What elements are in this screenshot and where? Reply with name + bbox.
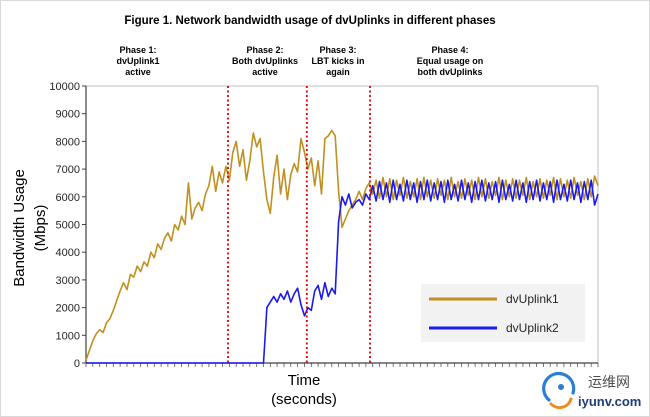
y-tick-label: 3000 — [56, 275, 80, 287]
y-tick-label: 4000 — [56, 247, 80, 259]
x-axis-label: Time (seconds) — [271, 372, 337, 408]
phase-2-label: Phase 2: Both dvUplinks active — [232, 45, 298, 77]
chart-title: Figure 1. Network bandwidth usage of dvU… — [124, 15, 495, 27]
y-tick-label: 6000 — [56, 192, 80, 204]
y-axis-label-line-1: Bandwidth Usage — [11, 169, 28, 287]
watermark-logo-orange-arc — [549, 397, 573, 409]
phase-3-label-line-3: again — [326, 67, 350, 77]
y-tick-label: 0 — [74, 358, 80, 370]
phase-1-label-line-2: dvUplink1 — [116, 56, 159, 66]
y-tick-label: 2000 — [56, 303, 80, 315]
phase-3-label-line-1: Phase 3: — [319, 45, 356, 55]
y-tick-label: 9000 — [56, 109, 80, 121]
y-tick-label: 8000 — [56, 136, 80, 148]
y-axis-label-line-2: (Mbps) — [32, 205, 49, 252]
x-axis-label-line-1: Time — [288, 372, 321, 389]
phase-1-label-line-1: Phase 1: — [119, 45, 156, 55]
y-tick-label: 5000 — [56, 220, 80, 232]
x-axis-label-line-2: (seconds) — [271, 391, 337, 408]
plot-marks — [85, 86, 599, 364]
phase-3-label: Phase 3: LBT kicks in again — [311, 45, 364, 77]
y-tick-label: 10000 — [49, 81, 80, 93]
watermark: 运维网 iyunv.com — [542, 371, 641, 409]
watermark-site-name: 运维网 — [588, 374, 630, 390]
phase-labels: Phase 1: dvUplink1 active Phase 2: Both … — [116, 45, 483, 77]
legend: dvUplink1 dvUplink2 — [421, 284, 585, 342]
phase-2-label-line-1: Phase 2: — [246, 45, 283, 55]
phase-1-label: Phase 1: dvUplink1 active — [116, 45, 159, 77]
legend-label-dvuplink1: dvUplink1 — [506, 292, 559, 306]
phase-4-label-line-3: both dvUplinks — [418, 67, 483, 77]
phase-4-label: Phase 4: Equal usage on both dvUplinks — [417, 45, 484, 77]
y-tick-label: 1000 — [56, 330, 80, 342]
y-axis-label: Bandwidth Usage (Mbps) — [11, 169, 49, 287]
series-line-dvuplink2 — [86, 179, 599, 364]
watermark-logo-icon — [542, 371, 576, 409]
phase-2-label-line-3: active — [252, 67, 278, 77]
legend-label-dvuplink2: dvUplink2 — [506, 321, 559, 335]
watermark-logo-dot — [558, 384, 564, 390]
phase-4-label-line-1: Phase 4: — [431, 45, 468, 55]
legend-box — [421, 284, 585, 342]
phase-3-label-line-2: LBT kicks in — [311, 56, 364, 66]
y-tick-label: 7000 — [56, 164, 80, 176]
watermark-domain: iyunv.com — [578, 394, 641, 409]
series-line-dvuplink1 — [85, 129, 599, 361]
watermark-logo-blue-arc — [542, 371, 576, 402]
phase-1-label-line-3: active — [125, 67, 151, 77]
phase-4-label-line-2: Equal usage on — [417, 56, 484, 66]
phase-2-label-line-2: Both dvUplinks — [232, 56, 298, 66]
